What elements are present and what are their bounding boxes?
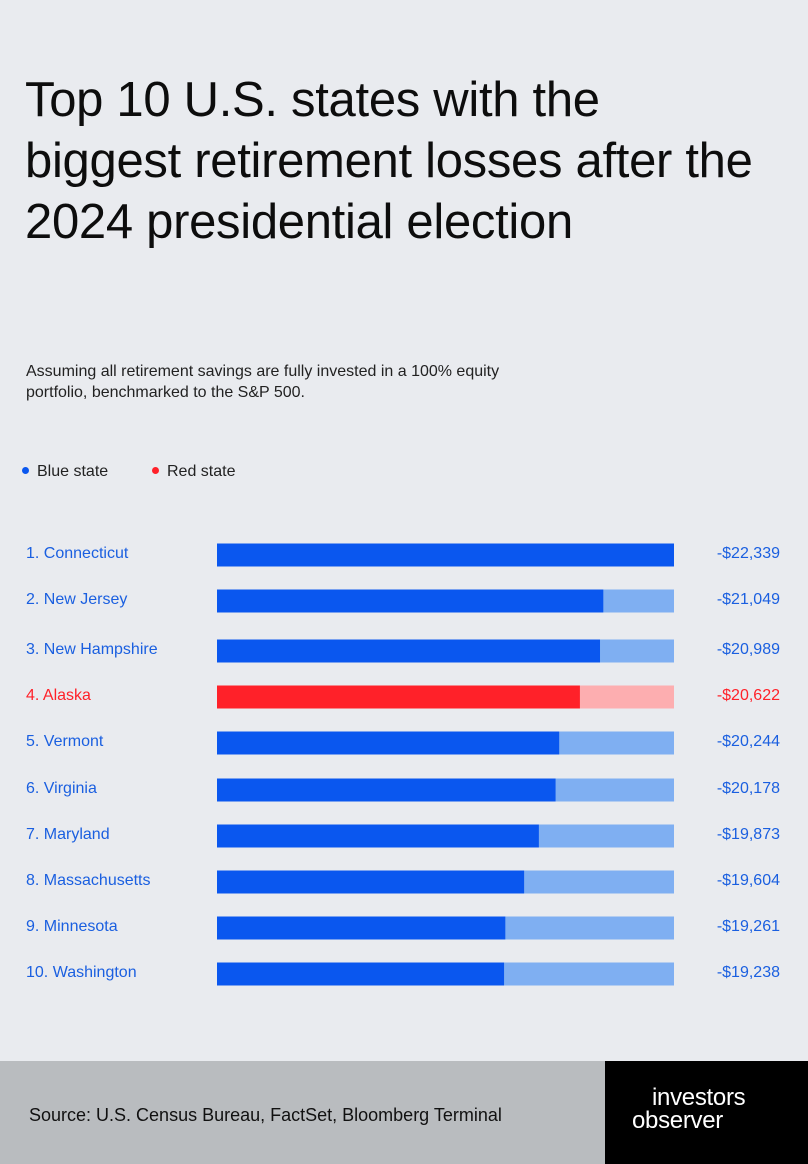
bar xyxy=(217,731,560,755)
category-label: 4. Alaska xyxy=(26,687,91,704)
bar xyxy=(217,962,505,986)
bar-chart: 1. Connecticut -$22,339 2. New Jersey -$21,… xyxy=(26,543,780,986)
data-label: -$21,049 xyxy=(717,591,780,608)
category-label: 1. Connecticut xyxy=(26,545,129,562)
data-label: -$22,339 xyxy=(717,545,780,562)
brand-logo-line2: observer xyxy=(632,1107,723,1134)
category-label: 7. Maryland xyxy=(26,826,110,843)
legend-label-blue: Blue state xyxy=(37,463,109,480)
bar xyxy=(217,543,674,567)
bar xyxy=(217,824,539,848)
category-label: 9. Minnesota xyxy=(26,918,118,935)
bar xyxy=(217,778,556,802)
bar xyxy=(217,589,604,613)
page-title: Top 10 U.S. states with the biggest reti… xyxy=(25,73,753,249)
data-label: -$20,244 xyxy=(717,733,780,750)
bar xyxy=(217,639,601,663)
data-label: -$20,178 xyxy=(717,780,780,797)
data-label: -$19,261 xyxy=(717,918,780,935)
category-label: 6. Virginia xyxy=(26,780,97,797)
brand-logo-line1: investors xyxy=(652,1084,746,1111)
data-label: -$19,873 xyxy=(717,826,780,843)
legend-label-red: Red state xyxy=(167,463,236,480)
bar xyxy=(217,685,580,709)
category-label: 2. New Jersey xyxy=(26,591,127,608)
red-dot-icon xyxy=(152,467,159,475)
subtitle: Assuming all retirement savings are full… xyxy=(26,363,500,401)
brand-logo: investors observer xyxy=(605,1061,808,1164)
footer: Source: U.S. Census Bureau, FactSet, Blo… xyxy=(0,1061,808,1164)
data-label: -$19,604 xyxy=(717,872,780,889)
category-label: 5. Vermont xyxy=(26,733,104,750)
bar xyxy=(217,870,525,894)
category-label: 8. Massachusetts xyxy=(26,872,151,889)
data-label: -$20,622 xyxy=(717,687,780,704)
source-note: Source: U.S. Census Bureau, FactSet, Blo… xyxy=(29,1105,502,1125)
bar xyxy=(217,916,506,940)
data-label: -$20,989 xyxy=(717,641,780,658)
category-label: 10. Washington xyxy=(26,964,137,981)
data-label: -$19,238 xyxy=(717,964,780,981)
category-label: 3. New Hampshire xyxy=(26,641,158,658)
legend-item-red-state: Red state xyxy=(152,463,235,481)
legend-item-blue-state: Blue state xyxy=(22,463,108,481)
blue-dot-icon xyxy=(22,467,29,475)
